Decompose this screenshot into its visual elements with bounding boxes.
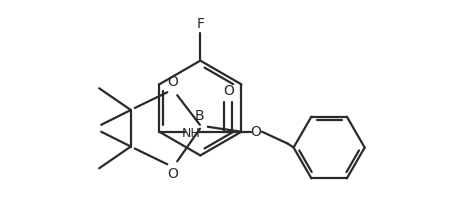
Text: F: F [196, 17, 204, 31]
Text: O: O [251, 125, 262, 139]
Text: B: B [195, 109, 205, 123]
Text: O: O [223, 84, 234, 98]
Text: NH: NH [182, 127, 200, 140]
Text: O: O [167, 75, 178, 89]
Text: O: O [167, 167, 178, 181]
